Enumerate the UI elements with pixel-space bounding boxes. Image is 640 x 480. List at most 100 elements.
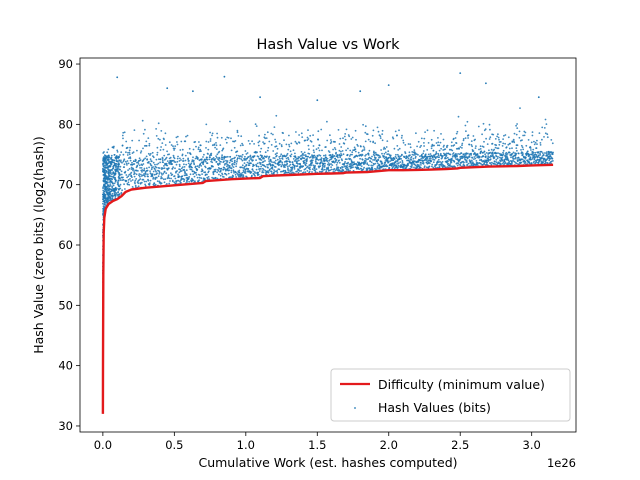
scatter-point bbox=[294, 164, 296, 167]
scatter-point bbox=[171, 167, 174, 170]
scatter-point bbox=[333, 147, 336, 149]
scatter-point bbox=[281, 154, 284, 157]
scatter-point bbox=[123, 158, 126, 161]
scatter-point bbox=[285, 143, 288, 146]
scatter-point bbox=[372, 159, 374, 161]
scatter-point bbox=[166, 150, 169, 153]
scatter-point bbox=[493, 157, 496, 159]
scatter-point bbox=[207, 148, 210, 151]
scatter-point bbox=[254, 123, 257, 126]
y-tick-label: 60 bbox=[58, 238, 73, 252]
scatter-point bbox=[114, 168, 117, 171]
scatter-point bbox=[542, 152, 544, 155]
scatter-point bbox=[232, 166, 235, 169]
scatter-point bbox=[539, 144, 542, 146]
scatter-point bbox=[162, 167, 165, 170]
scatter-point bbox=[130, 174, 133, 177]
scatter-point bbox=[496, 147, 499, 150]
scatter-point bbox=[128, 167, 131, 170]
scatter-point bbox=[535, 147, 538, 150]
scatter-point bbox=[363, 147, 366, 149]
scatter-point bbox=[287, 158, 290, 161]
scatter-point bbox=[387, 161, 390, 164]
scatter-point bbox=[231, 165, 234, 167]
scatter-point bbox=[138, 164, 141, 167]
scatter-point bbox=[257, 173, 260, 176]
scatter-point bbox=[161, 174, 163, 176]
scatter-point bbox=[224, 138, 227, 141]
scatter-point bbox=[106, 151, 109, 154]
scatter-point bbox=[329, 134, 331, 137]
scatter-point bbox=[364, 161, 367, 164]
scatter-point bbox=[248, 160, 251, 162]
scatter-point bbox=[196, 176, 199, 179]
scatter-point bbox=[233, 159, 236, 162]
scatter-point bbox=[169, 180, 171, 182]
scatter-point bbox=[168, 141, 171, 144]
scatter-point bbox=[104, 174, 107, 177]
scatter-point bbox=[340, 150, 342, 153]
scatter-point bbox=[338, 161, 341, 164]
scatter-point bbox=[316, 158, 319, 161]
scatter-point bbox=[227, 172, 230, 175]
scatter-point bbox=[395, 165, 398, 168]
scatter-point bbox=[508, 147, 511, 150]
scatter-point bbox=[226, 165, 228, 168]
scatter-outlier bbox=[116, 76, 119, 79]
scatter-point bbox=[375, 157, 377, 159]
scatter-point bbox=[113, 174, 115, 177]
scatter-point bbox=[161, 159, 164, 162]
scatter-point bbox=[432, 161, 435, 164]
scatter-point bbox=[181, 175, 184, 178]
scatter-point bbox=[334, 169, 337, 172]
scatter-point bbox=[382, 148, 385, 150]
scatter-point bbox=[495, 152, 498, 155]
scatter-point bbox=[301, 136, 304, 139]
scatter-point bbox=[424, 131, 426, 134]
scatter-point bbox=[354, 150, 357, 153]
scatter-point bbox=[351, 153, 353, 156]
scatter-point bbox=[107, 171, 110, 174]
scatter-point bbox=[212, 165, 214, 168]
scatter-point bbox=[137, 163, 140, 165]
scatter-point bbox=[108, 158, 110, 161]
scatter-point bbox=[109, 172, 112, 175]
scatter-point bbox=[398, 129, 400, 132]
scatter-point bbox=[314, 160, 317, 163]
scatter-point bbox=[368, 149, 371, 152]
scatter-point bbox=[234, 156, 236, 159]
scatter-point bbox=[337, 129, 340, 131]
scatter-point bbox=[466, 161, 468, 163]
scatter-point bbox=[260, 159, 263, 161]
scatter-point bbox=[304, 159, 306, 162]
scatter-point bbox=[173, 157, 176, 160]
scatter-point bbox=[494, 163, 497, 166]
scatter-point bbox=[201, 169, 204, 172]
scatter-point bbox=[481, 163, 484, 166]
scatter-points-layer bbox=[102, 72, 554, 397]
scatter-point bbox=[139, 175, 141, 178]
scatter-point bbox=[119, 183, 122, 186]
scatter-outlier bbox=[192, 90, 194, 93]
scatter-point bbox=[534, 156, 537, 159]
scatter-point bbox=[325, 156, 327, 159]
scatter-point bbox=[117, 184, 120, 187]
scatter-point bbox=[192, 159, 195, 162]
scatter-point bbox=[110, 160, 113, 163]
scatter-point bbox=[320, 157, 323, 159]
scatter-point bbox=[232, 170, 235, 173]
scatter-outlier bbox=[387, 84, 390, 86]
scatter-point bbox=[394, 130, 397, 133]
scatter-point bbox=[546, 133, 549, 136]
scatter-point bbox=[119, 179, 122, 182]
scatter-point bbox=[373, 150, 375, 153]
scatter-point bbox=[158, 158, 160, 161]
scatter-point bbox=[268, 140, 271, 143]
scatter-point bbox=[166, 160, 169, 163]
scatter-point bbox=[335, 164, 338, 166]
scatter-point bbox=[470, 140, 473, 143]
scatter-point bbox=[112, 189, 115, 192]
scatter-point bbox=[121, 161, 123, 164]
scatter-point bbox=[414, 160, 416, 163]
scatter-point bbox=[252, 159, 254, 162]
